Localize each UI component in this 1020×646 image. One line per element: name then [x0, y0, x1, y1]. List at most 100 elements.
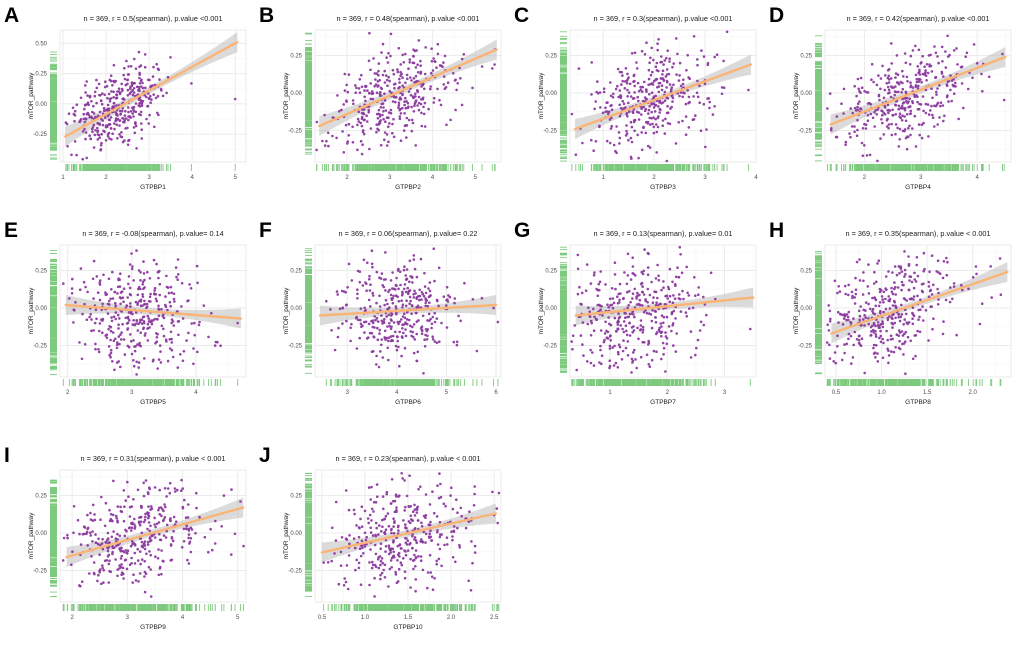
- y-tick-label: 0.00: [290, 306, 302, 312]
- plot-content: [315, 31, 498, 156]
- x-axis-title: GTPBP7: [650, 399, 676, 406]
- y-axis-rug: [50, 250, 57, 375]
- y-axis-title: mTOR_pathway: [793, 287, 800, 335]
- y-tick-label: 0.00: [800, 306, 812, 312]
- panel-H: 0.5 1.0 1.5 2.0 -0.25 0.00 0.25 GTPBP8 mTOR_path…: [769, 219, 1012, 406]
- x-tick-label: 2.0: [447, 615, 456, 621]
- panel-letter: E: [4, 219, 18, 242]
- x-tick-label: 3: [147, 175, 151, 181]
- x-tick-label: 4: [431, 175, 435, 181]
- y-tick-label: 0.00: [290, 91, 302, 97]
- x-axis-title: GTPBP3: [650, 184, 676, 191]
- x-tick-label: 1: [61, 175, 65, 181]
- outlier-point: [492, 306, 495, 310]
- outlier-point: [749, 327, 752, 331]
- x-tick-label: 2.0: [969, 390, 978, 396]
- y-axis-title: mTOR_pathway: [538, 72, 545, 120]
- y-tick-label: 0.25: [545, 269, 557, 275]
- outlier-point: [493, 63, 496, 66]
- panel-J: 0.5 1.0 1.5 2.0 2.5 -0.25 0.00 0.25 GTPBP10 mTOR_…: [259, 444, 502, 631]
- y-axis-rug: [815, 250, 822, 375]
- panel-letter: C: [514, 4, 529, 27]
- scatter-points: [570, 30, 750, 162]
- x-tick-label: 3: [346, 390, 350, 396]
- y-tick-label: 0.25: [800, 269, 812, 275]
- x-axis-rug: [323, 604, 500, 611]
- panel-title: n = 369, r = 0.42(spearman), p.value <0.…: [847, 14, 990, 23]
- y-tick-label: 0.00: [545, 306, 557, 312]
- y-tick-label: 0.25: [35, 72, 47, 78]
- plot-content: [825, 250, 1009, 375]
- x-axis-title: GTPBP1: [140, 184, 166, 191]
- y-tick-label: 0.00: [290, 531, 302, 537]
- x-tick-label: 3: [130, 390, 134, 396]
- y-axis-title: mTOR_pathway: [28, 72, 35, 120]
- plot-content: [570, 30, 753, 162]
- x-tick-label: 2: [863, 175, 867, 181]
- y-tick-label: 0.25: [290, 269, 302, 275]
- x-axis-rug: [325, 379, 499, 386]
- x-tick-label: 3: [723, 390, 727, 396]
- regression-line: [573, 63, 753, 131]
- y-tick-label: -0.25: [543, 344, 557, 350]
- x-tick-label: 4: [754, 175, 758, 181]
- y-tick-label: 0.00: [35, 102, 47, 108]
- x-tick-label: 5: [236, 615, 240, 621]
- panel-title: n = 369, r = 0.13(spearman), p.value= 0.…: [594, 229, 733, 238]
- panel-letter: A: [4, 4, 19, 27]
- x-axis-rug: [65, 164, 236, 171]
- panel-D: 2 3 4 -0.25 0.00 0.25 GTPBP4 mTOR_pathway n = 36…: [769, 4, 1012, 191]
- x-axis-title: GTPBP8: [905, 399, 931, 406]
- x-axis-title: GTPBP5: [140, 399, 166, 406]
- x-tick-label: 1.0: [877, 390, 886, 396]
- plot-content: [826, 34, 1007, 162]
- panel-letter: H: [769, 219, 784, 242]
- x-tick-label: 1.0: [361, 615, 370, 621]
- x-tick-label: 4: [976, 175, 980, 181]
- y-tick-label: -0.25: [33, 569, 47, 575]
- panel-letter: B: [259, 4, 274, 27]
- x-tick-label: 5: [445, 390, 449, 396]
- y-tick-label: 0.00: [35, 531, 47, 537]
- y-axis-title: mTOR_pathway: [538, 287, 545, 335]
- y-axis-title: mTOR_pathway: [793, 72, 800, 120]
- y-axis-rug: [815, 35, 822, 162]
- y-axis-rug: [305, 472, 312, 597]
- y-axis-rug: [560, 31, 567, 162]
- x-tick-label: 4: [181, 615, 185, 621]
- panel-I: 2 3 4 5 -0.25 0.00 0.25 GTPBP9 mTOR_pathway n = 3…: [4, 444, 247, 631]
- scatter-points: [64, 50, 237, 161]
- panel-letter: D: [769, 4, 784, 27]
- y-axis-rug: [50, 479, 57, 597]
- panel-letter: F: [259, 219, 272, 242]
- plot-content: [63, 32, 239, 161]
- x-tick-label: 1: [601, 175, 605, 181]
- x-axis-title: GTPBP4: [905, 184, 931, 191]
- y-tick-label: -0.25: [798, 344, 812, 350]
- y-tick-label: 0.00: [35, 306, 47, 312]
- plot-content: [318, 247, 500, 375]
- x-tick-label: 3: [388, 175, 392, 181]
- outlier-point: [998, 257, 1002, 260]
- y-tick-label: 0.50: [35, 41, 47, 47]
- outlier-point: [1001, 52, 1004, 56]
- plot-content: [61, 478, 245, 598]
- y-tick-label: -0.25: [288, 129, 302, 135]
- y-axis-title: mTOR_pathway: [28, 287, 35, 335]
- panel-title: n = 369, r = 0.5(spearman), p.value <0.0…: [84, 14, 223, 23]
- scatter-points: [62, 249, 239, 376]
- x-axis-rug: [316, 164, 496, 171]
- y-axis-rug: [560, 246, 567, 373]
- regression-line: [65, 506, 245, 559]
- outlier-point: [747, 88, 750, 92]
- x-tick-label: 1: [608, 390, 612, 396]
- x-axis-rug: [826, 164, 1005, 171]
- regression-line: [64, 303, 243, 320]
- regression-line: [318, 303, 498, 317]
- x-tick-label: 2: [345, 175, 349, 181]
- x-tick-label: 5: [234, 175, 238, 181]
- x-tick-label: 4: [191, 175, 195, 181]
- x-tick-label: 0.5: [318, 615, 327, 621]
- panel-title: n = 369, r = 0.35(spearman), p.value < 0…: [845, 229, 990, 238]
